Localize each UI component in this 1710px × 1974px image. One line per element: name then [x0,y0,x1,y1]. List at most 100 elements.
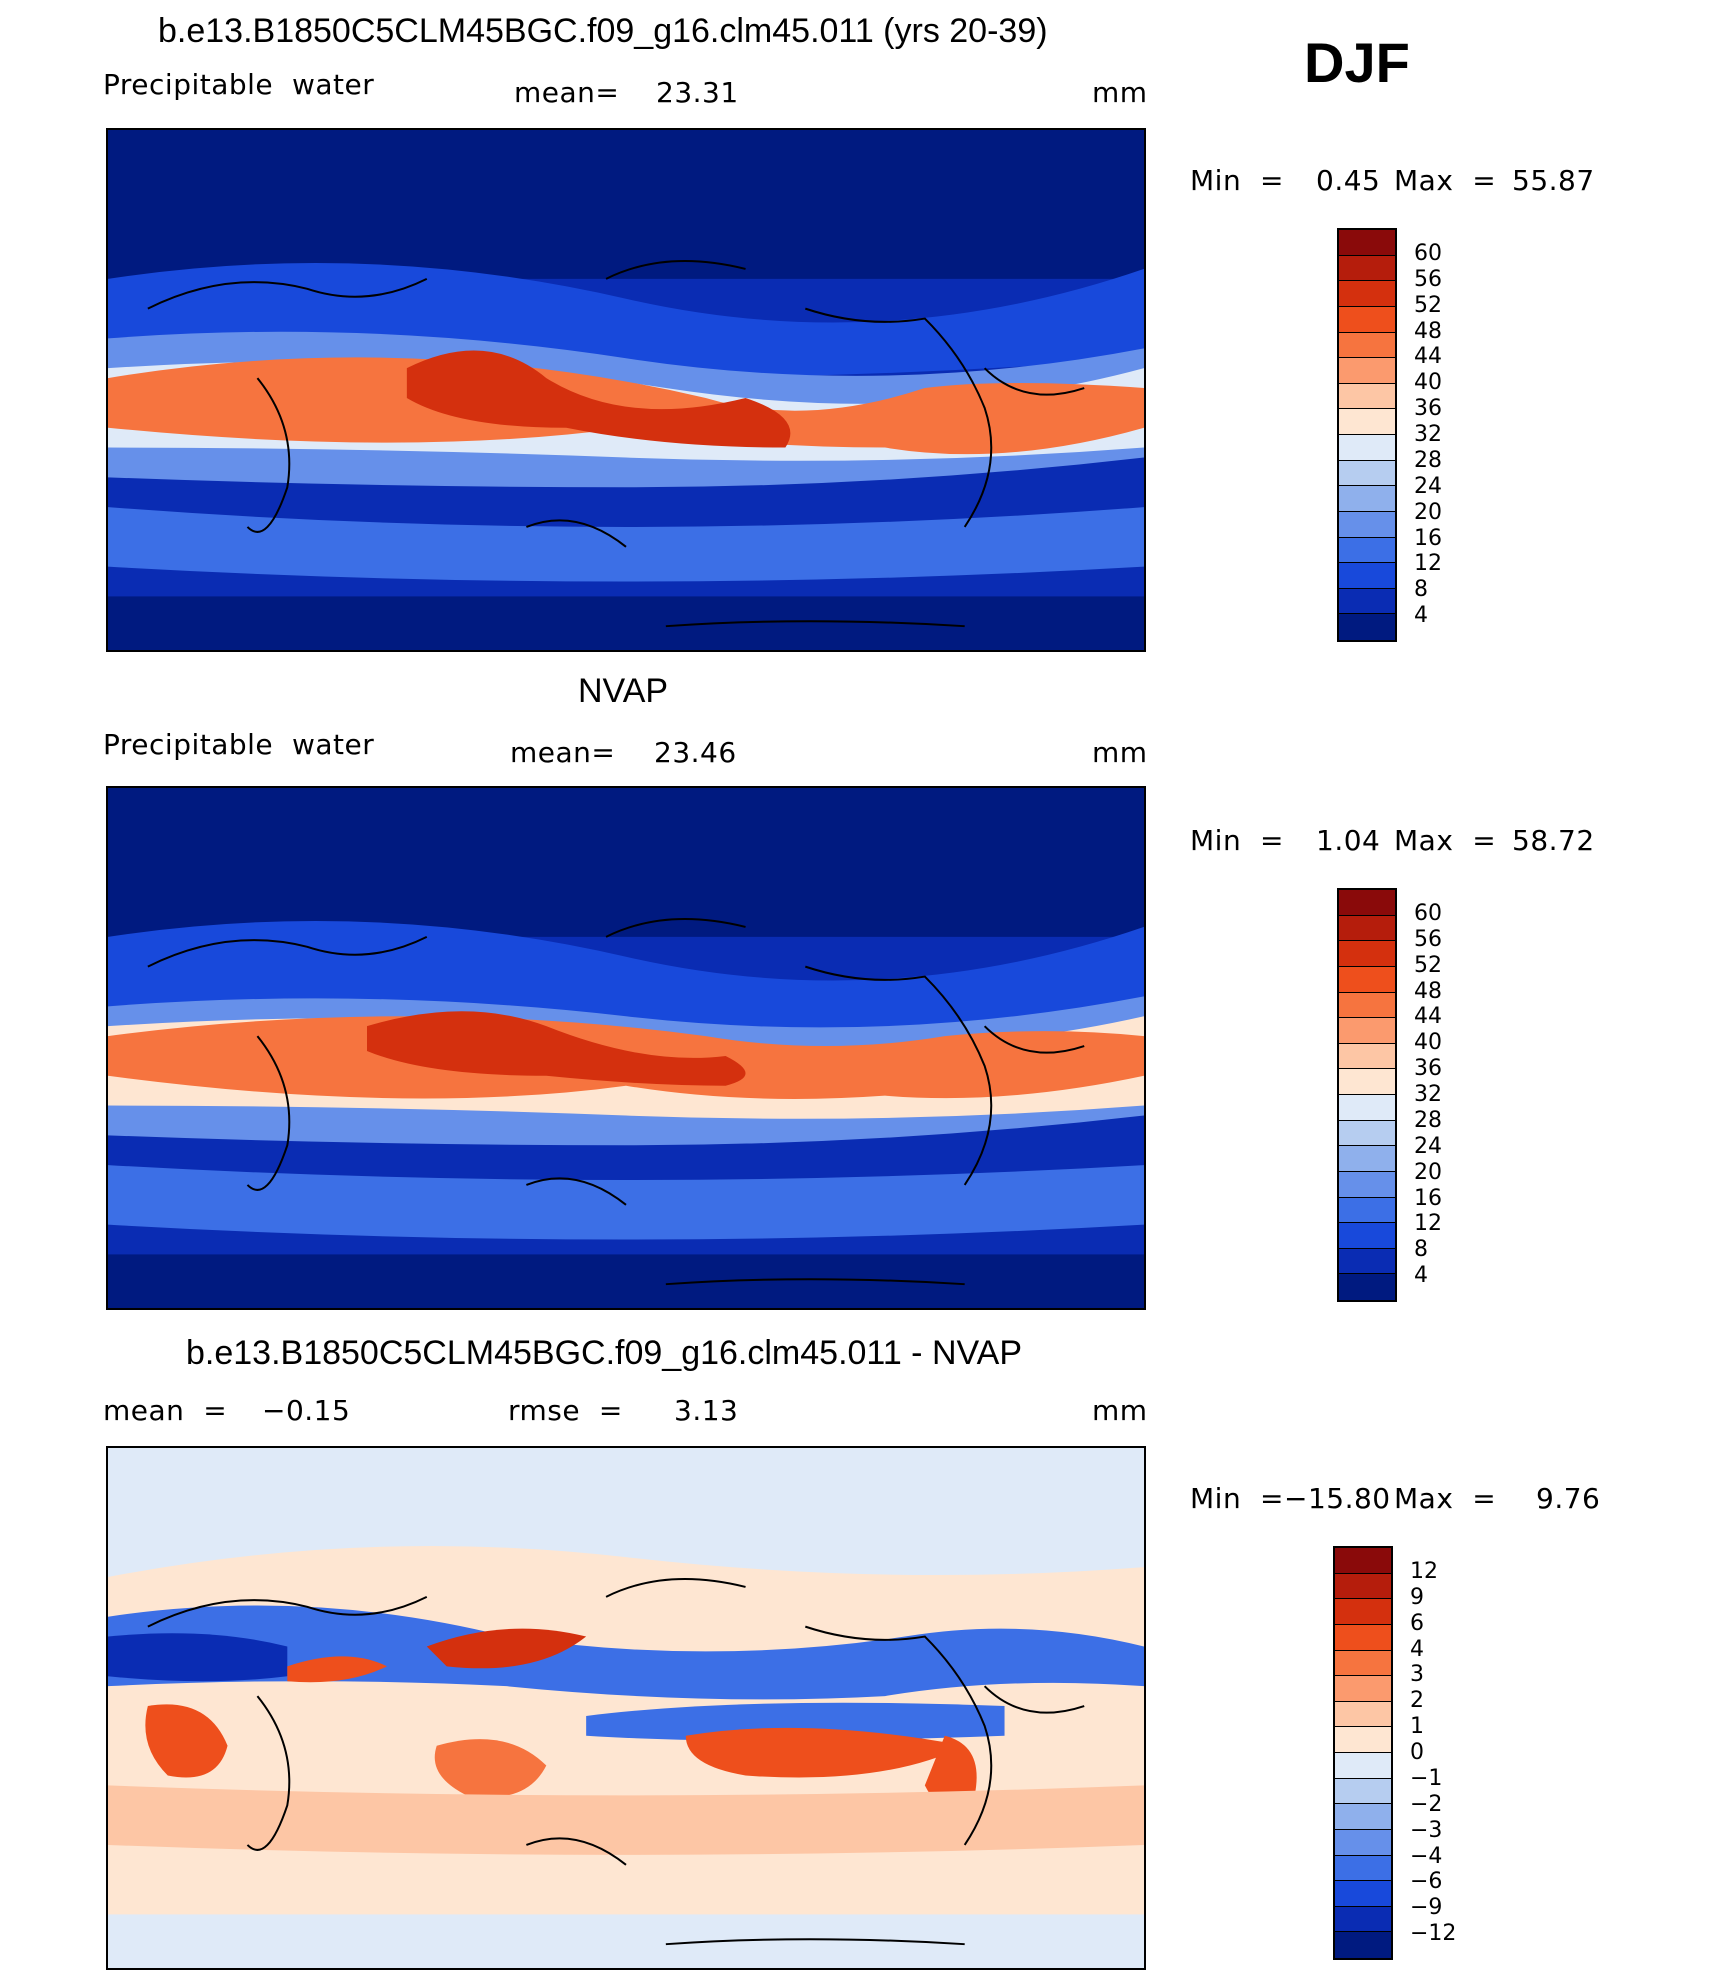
colorbar-tick-label: 4 [1414,603,1428,629]
panel3-mean-value: −0.15 [262,1394,351,1427]
panel1-max-value: 55.87 [1512,164,1595,197]
colorbar-tick-label: 1 [1410,1714,1424,1740]
panel2-colorbar [1337,888,1397,1302]
panel1-map [106,128,1146,652]
panel2-mean-value: 23.46 [654,736,737,769]
panel3-rmse-value: 3.13 [674,1394,739,1427]
colorbar-tick-label: 32 [1414,422,1442,447]
colorbar-segment [1339,255,1395,282]
colorbar-segment [1339,1018,1395,1044]
colorbar-segment [1339,1248,1395,1275]
colorbar-segment [1335,1701,1391,1728]
colorbar-tick-label: 16 [1414,1185,1442,1211]
panel3-units: mm [1092,1394,1148,1427]
colorbar-tick-label: 52 [1414,952,1442,978]
colorbar-segment [1339,890,1395,916]
colorbar-tick-label: 56 [1414,266,1442,292]
colorbar-segment [1339,486,1395,512]
panel1-variable-label: Precipitable water [103,68,375,101]
colorbar-segment [1335,1753,1391,1779]
panel3-min-label: Min = [1190,1482,1284,1515]
panel1-title: b.e13.B1850C5CLM45BGC.f09_g16.clm45.011 … [158,12,1048,50]
panel2-units: mm [1092,736,1148,769]
colorbar-tick-label: 60 [1414,900,1442,926]
colorbar-segment [1339,358,1395,384]
colorbar-segment [1339,941,1395,967]
colorbar-segment [1339,537,1395,564]
colorbar-tick-label: 40 [1414,1030,1442,1056]
panel3-title: b.e13.B1850C5CLM45BGC.f09_g16.clm45.011 … [186,1334,1023,1372]
panel2-mean-label: mean= [510,736,616,769]
colorbar-segment [1335,1650,1391,1677]
colorbar-segment [1335,1676,1391,1702]
colorbar-segment [1335,1804,1391,1830]
panel1-max-label: Max = [1394,164,1497,197]
colorbar-tick-label: 60 [1414,240,1442,266]
colorbar-segment [1339,332,1395,359]
colorbar-tick-label: 24 [1414,473,1442,499]
colorbar-tick-label: 0 [1410,1740,1424,1765]
colorbar-tick-label: 36 [1414,1056,1442,1082]
colorbar-segment [1335,1624,1391,1651]
colorbar-tick-label: 44 [1414,1004,1442,1030]
colorbar-segment [1339,1197,1395,1224]
colorbar-segment [1339,281,1395,307]
panel1-mean-value: 23.31 [656,76,739,109]
colorbar-tick-label: 4 [1414,1263,1428,1289]
colorbar-segment [1339,563,1395,589]
panel2-max-label: Max = [1394,824,1497,857]
colorbar-tick-label: 48 [1414,318,1442,344]
panel3-max-value: 9.76 [1536,1482,1601,1515]
colorbar-tick-label: 48 [1414,978,1442,1004]
colorbar-tick-label: 4 [1410,1636,1424,1662]
colorbar-tick-label: −12 [1410,1921,1457,1947]
colorbar-segment [1339,1120,1395,1147]
panel1-min-label: Min = [1190,164,1284,197]
panel1-min-value: 0.45 [1316,164,1381,197]
colorbar-tick-label: 40 [1414,370,1442,396]
panel3-mean-label: mean = [103,1394,228,1427]
colorbar-tick-label: 56 [1414,926,1442,952]
colorbar-tick-label: 9 [1410,1584,1424,1610]
panel1-map-svg [108,130,1144,650]
colorbar-segment [1339,230,1395,256]
colorbar-segment [1339,588,1395,615]
colorbar-tick-label: −9 [1410,1895,1443,1921]
panel2-map-svg [108,788,1144,1308]
colorbar-segment [1339,1095,1395,1121]
panel3-map [106,1446,1146,1970]
colorbar-segment [1335,1855,1391,1882]
colorbar-tick-label: 28 [1414,1107,1442,1133]
colorbar-tick-label: 36 [1414,396,1442,422]
colorbar-tick-label: 8 [1414,1237,1428,1263]
colorbar-segment [1339,1146,1395,1172]
colorbar-segment [1339,383,1395,410]
colorbar-tick-label: −4 [1410,1843,1443,1869]
colorbar-tick-label: 8 [1414,577,1428,603]
colorbar-segment [1335,1829,1391,1856]
panel2-min-value: 1.04 [1316,824,1381,857]
colorbar-tick-label: 20 [1414,499,1442,525]
panel3-max-label: Max = [1394,1482,1497,1515]
colorbar-tick-label: 52 [1414,292,1442,318]
panel2-variable-label: Precipitable water [103,728,375,761]
colorbar-segment [1339,409,1395,435]
colorbar-tick-label: 3 [1410,1662,1424,1688]
panel1-units: mm [1092,76,1148,109]
colorbar-tick-label: 6 [1410,1610,1424,1636]
colorbar-segment [1335,1573,1391,1600]
colorbar-segment [1339,1223,1395,1249]
colorbar-tick-label: 16 [1414,525,1442,551]
colorbar-segment [1335,1906,1391,1933]
colorbar-segment [1335,1778,1391,1805]
colorbar-tick-label: 24 [1414,1133,1442,1159]
colorbar-segment [1335,1932,1391,1958]
colorbar-segment [1339,435,1395,461]
colorbar-tick-label: 32 [1414,1082,1442,1107]
season-label: DJF [1304,31,1410,94]
colorbar-tick-label: −1 [1410,1765,1443,1791]
panel3-colorbar [1333,1546,1393,1960]
colorbar-segment [1339,614,1395,640]
panel1-mean-label: mean= [514,76,620,109]
colorbar-segment [1339,511,1395,538]
